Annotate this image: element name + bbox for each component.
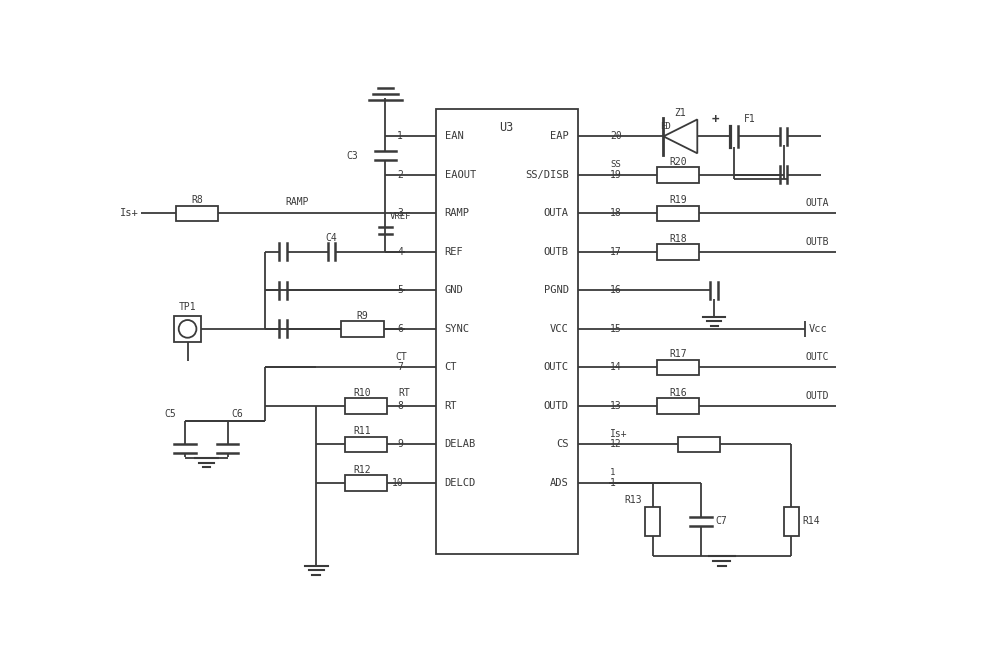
Text: R10: R10 <box>354 388 371 397</box>
Bar <box>657 206 699 221</box>
Text: 10: 10 <box>391 478 403 488</box>
Bar <box>174 316 201 342</box>
Text: 9: 9 <box>397 440 403 450</box>
Text: R16: R16 <box>669 388 687 397</box>
Text: CS: CS <box>556 440 569 450</box>
Text: 3: 3 <box>397 208 403 218</box>
Text: 1: 1 <box>610 478 616 488</box>
Text: R11: R11 <box>354 426 371 436</box>
Text: 2: 2 <box>397 170 403 180</box>
Text: RAMP: RAMP <box>285 197 309 207</box>
Text: ADS: ADS <box>550 478 569 488</box>
Bar <box>678 437 720 452</box>
Text: RT: RT <box>445 401 457 411</box>
Text: 13: 13 <box>610 401 622 411</box>
Bar <box>645 507 660 536</box>
Text: EAP: EAP <box>550 132 569 142</box>
Bar <box>341 321 384 337</box>
Text: F1: F1 <box>744 114 755 124</box>
Text: OUTA: OUTA <box>544 208 569 218</box>
Text: DELCD: DELCD <box>445 478 476 488</box>
Text: CT: CT <box>395 352 407 362</box>
Text: 14: 14 <box>610 362 622 372</box>
Text: R13: R13 <box>624 495 642 505</box>
Text: C4: C4 <box>326 233 337 243</box>
Text: OUTD: OUTD <box>805 391 829 401</box>
Text: CT: CT <box>445 362 457 372</box>
Text: +: + <box>711 113 719 126</box>
Text: 19: 19 <box>610 170 622 180</box>
Text: R17: R17 <box>669 349 687 359</box>
Text: EAOUT: EAOUT <box>445 170 476 180</box>
Text: VREF: VREF <box>390 212 412 221</box>
Bar <box>345 475 387 490</box>
Bar <box>657 167 699 182</box>
Text: Is+: Is+ <box>610 430 628 440</box>
Text: GND: GND <box>445 285 463 295</box>
Bar <box>176 206 218 221</box>
Text: R8: R8 <box>191 195 203 205</box>
Text: OUTC: OUTC <box>805 352 829 362</box>
Text: 15: 15 <box>610 324 622 334</box>
Text: Z1: Z1 <box>674 108 686 118</box>
Text: U3: U3 <box>500 121 514 134</box>
Text: 6: 6 <box>397 324 403 334</box>
Text: RAMP: RAMP <box>445 208 470 218</box>
Text: R18: R18 <box>669 234 687 244</box>
Text: 17: 17 <box>610 247 622 257</box>
Text: SS/DISB: SS/DISB <box>525 170 569 180</box>
Bar <box>784 507 799 536</box>
Text: R20: R20 <box>669 157 687 167</box>
Text: OUTB: OUTB <box>544 247 569 257</box>
Text: 5: 5 <box>397 285 403 295</box>
Text: Is+: Is+ <box>120 208 139 218</box>
Text: R14: R14 <box>803 516 820 526</box>
Bar <box>345 437 387 452</box>
Text: C7: C7 <box>715 516 727 526</box>
Text: C3: C3 <box>347 150 358 160</box>
Text: RT: RT <box>399 388 410 397</box>
Text: PGND: PGND <box>544 285 569 295</box>
Text: ED: ED <box>660 122 671 131</box>
Bar <box>345 398 387 413</box>
Bar <box>657 398 699 413</box>
Bar <box>657 244 699 260</box>
Bar <box>436 110 578 554</box>
Text: C5: C5 <box>164 409 176 419</box>
Text: SS: SS <box>610 160 621 170</box>
Text: 18: 18 <box>610 208 622 218</box>
Polygon shape <box>663 120 697 154</box>
Text: OUTB: OUTB <box>805 237 829 247</box>
Circle shape <box>179 320 196 338</box>
Text: 16: 16 <box>610 285 622 295</box>
Text: EAN: EAN <box>445 132 463 142</box>
Text: Vcc: Vcc <box>809 324 828 334</box>
Text: R12: R12 <box>354 465 371 475</box>
Text: R9: R9 <box>356 311 368 321</box>
Text: R19: R19 <box>669 195 687 205</box>
Bar <box>657 359 699 375</box>
Text: 1: 1 <box>397 132 403 142</box>
Text: 7: 7 <box>397 362 403 372</box>
Text: 20: 20 <box>610 132 622 142</box>
Text: 1: 1 <box>610 468 616 478</box>
Text: 4: 4 <box>397 247 403 257</box>
Text: 12: 12 <box>610 440 622 450</box>
Text: C6: C6 <box>231 409 243 419</box>
Text: REF: REF <box>445 247 463 257</box>
Text: SYNC: SYNC <box>445 324 470 334</box>
Text: DELAB: DELAB <box>445 440 476 450</box>
Text: 8: 8 <box>397 401 403 411</box>
Text: OUTD: OUTD <box>544 401 569 411</box>
Text: VCC: VCC <box>550 324 569 334</box>
Text: TP1: TP1 <box>179 303 196 313</box>
Text: OUTC: OUTC <box>544 362 569 372</box>
Text: OUTA: OUTA <box>805 198 829 208</box>
